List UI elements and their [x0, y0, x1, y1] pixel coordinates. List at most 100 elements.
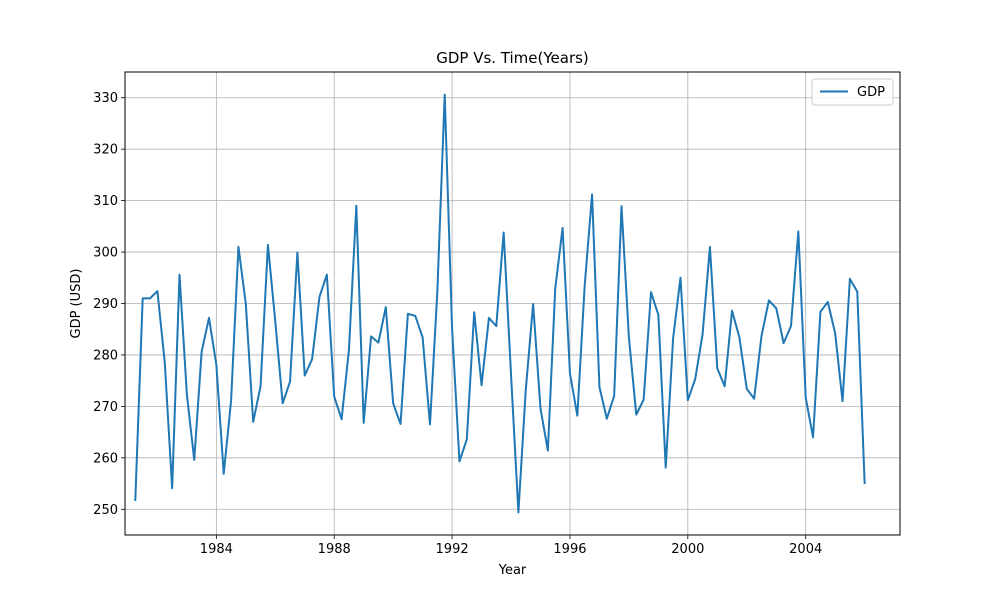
y-tick-label: 320	[93, 143, 118, 158]
x-tick-label: 1988	[318, 542, 351, 557]
data-point	[135, 499, 136, 500]
y-tick-label: 280	[93, 348, 118, 363]
data-point	[510, 374, 511, 375]
x-tick-label: 1996	[553, 542, 586, 557]
data-point	[179, 274, 180, 275]
data-point	[621, 206, 622, 207]
chart-title: GDP Vs. Time(Years)	[436, 49, 589, 67]
data-point	[518, 512, 519, 513]
data-point	[533, 303, 534, 304]
legend: GDP	[811, 78, 894, 106]
x-axis-label: Year	[498, 563, 527, 578]
data-point	[702, 334, 703, 335]
grid-lines	[125, 72, 900, 535]
data-point	[253, 421, 254, 422]
data-point	[695, 379, 696, 380]
data-point	[577, 415, 578, 416]
data-point	[223, 473, 224, 474]
data-point	[186, 394, 187, 395]
y-axis-label: GDP (USD)	[69, 269, 84, 339]
data-point	[437, 291, 438, 292]
data-point	[275, 321, 276, 322]
data-point	[164, 362, 165, 363]
data-point	[348, 349, 349, 350]
data-point	[761, 335, 762, 336]
data-point	[157, 291, 158, 292]
x-tick-label: 1992	[436, 542, 469, 557]
data-point	[297, 252, 298, 253]
y-tick-label: 300	[93, 246, 118, 261]
data-point	[768, 300, 769, 301]
data-point	[805, 397, 806, 398]
data-point	[422, 337, 423, 338]
data-point	[451, 328, 452, 329]
data-point	[746, 388, 747, 389]
data-point	[400, 423, 401, 424]
data-point	[282, 403, 283, 404]
data-point	[591, 194, 592, 195]
data-point	[341, 419, 342, 420]
data-point	[496, 326, 497, 327]
data-point	[149, 298, 150, 299]
data-point	[739, 337, 740, 338]
data-point	[260, 386, 261, 387]
data-point	[628, 337, 629, 338]
data-point	[606, 418, 607, 419]
data-point	[798, 231, 799, 232]
data-point	[731, 310, 732, 311]
plot-frame	[124, 71, 901, 536]
data-point	[658, 314, 659, 315]
data-point	[562, 227, 563, 228]
data-point	[216, 364, 217, 365]
data-point	[827, 301, 828, 302]
legend-label-gdp: GDP	[857, 85, 885, 100]
data-point	[488, 317, 489, 318]
data-point	[776, 308, 777, 309]
axis-ticks: 1984 1988 1992 1996 2000 2004 250 260 270 280 290 3…	[93, 91, 822, 557]
data-point	[393, 403, 394, 404]
data-point	[429, 424, 430, 425]
data-point	[820, 311, 821, 312]
data-point	[864, 482, 865, 483]
data-point	[289, 381, 290, 382]
data-point	[230, 400, 231, 401]
data-point	[599, 386, 600, 387]
data-point	[326, 274, 327, 275]
data-point	[142, 298, 143, 299]
data-point	[363, 422, 364, 423]
data-point	[724, 386, 725, 387]
data-point	[194, 459, 195, 460]
data-point	[849, 278, 850, 279]
data-point	[569, 373, 570, 374]
data-point	[754, 398, 755, 399]
data-point	[319, 296, 320, 297]
data-point	[385, 307, 386, 308]
data-point	[540, 408, 541, 409]
data-point	[555, 288, 556, 289]
data-point	[474, 312, 475, 313]
x-tick-label: 2004	[789, 542, 822, 557]
data-point	[709, 246, 710, 247]
data-point	[835, 333, 836, 334]
y-tick-label: 260	[93, 451, 118, 466]
data-point	[614, 396, 615, 397]
x-tick-label: 2000	[671, 542, 704, 557]
y-tick-label: 310	[93, 194, 118, 209]
data-point	[245, 303, 246, 304]
data-point	[643, 399, 644, 400]
data-point	[650, 292, 651, 293]
data-point	[783, 343, 784, 344]
data-point	[584, 285, 585, 286]
y-tick-label: 270	[93, 400, 118, 415]
data-point	[459, 461, 460, 462]
data-point	[665, 467, 666, 468]
data-point	[304, 375, 305, 376]
data-point	[481, 385, 482, 386]
data-point	[378, 342, 379, 343]
data-point	[370, 336, 371, 337]
data-point	[466, 439, 467, 440]
data-point	[503, 232, 504, 233]
data-point	[525, 389, 526, 390]
data-point	[636, 414, 637, 415]
